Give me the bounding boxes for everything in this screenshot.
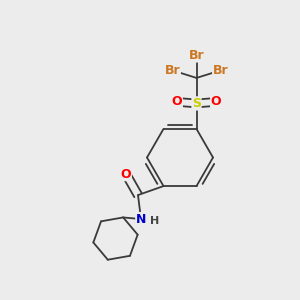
Text: Br: Br [189,49,204,62]
Text: H: H [150,216,159,226]
Text: O: O [121,168,131,181]
Text: Br: Br [213,64,228,77]
Text: N: N [136,213,146,226]
Text: O: O [211,95,221,108]
Text: Br: Br [165,64,180,77]
Text: S: S [192,97,201,110]
Text: O: O [172,95,182,108]
